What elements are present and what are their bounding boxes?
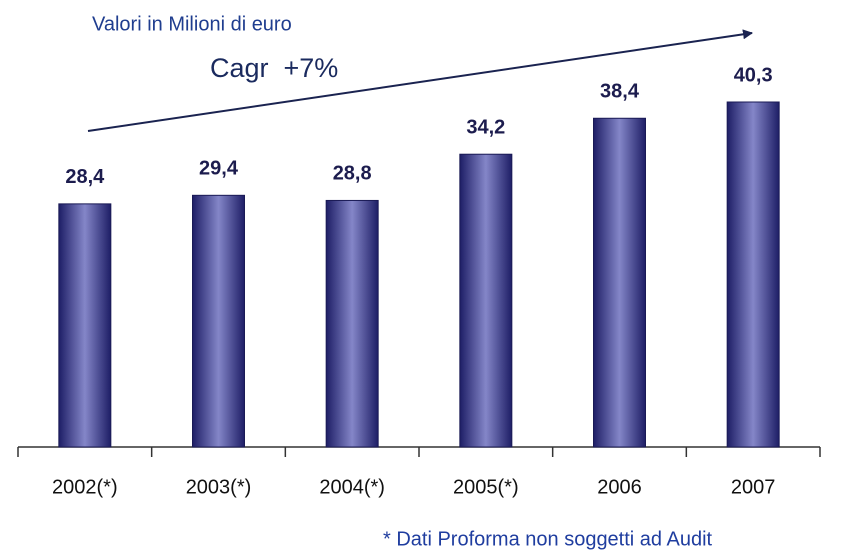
bar bbox=[726, 101, 780, 448]
x-tick-label: 2005(*) bbox=[453, 476, 519, 498]
value-label: 40,3 bbox=[734, 64, 773, 86]
chart-subtitle: Cagr +7% bbox=[210, 53, 338, 83]
bar bbox=[593, 117, 646, 448]
chart-title: Valori in Milioni di euro bbox=[92, 13, 292, 35]
x-tick-label: 2004(*) bbox=[319, 476, 385, 498]
bar bbox=[325, 199, 379, 448]
bar bbox=[459, 153, 513, 448]
x-tick-label: 2003(*) bbox=[186, 476, 252, 498]
trend-arrow bbox=[87, 29, 753, 132]
x-tick-label: 2006 bbox=[597, 476, 642, 498]
value-label: 28,4 bbox=[65, 166, 105, 188]
x-tick-label: 2002(*) bbox=[52, 476, 118, 498]
bar bbox=[58, 203, 112, 448]
footnote: * Dati Proforma non soggetti ad Audit bbox=[383, 528, 713, 550]
value-label: 38,4 bbox=[600, 81, 640, 103]
value-label: 28,8 bbox=[333, 163, 372, 185]
value-label: 29,4 bbox=[199, 158, 239, 180]
bar bbox=[192, 194, 245, 448]
value-label: 34,2 bbox=[466, 117, 505, 139]
x-tick-label: 2007 bbox=[731, 476, 776, 498]
